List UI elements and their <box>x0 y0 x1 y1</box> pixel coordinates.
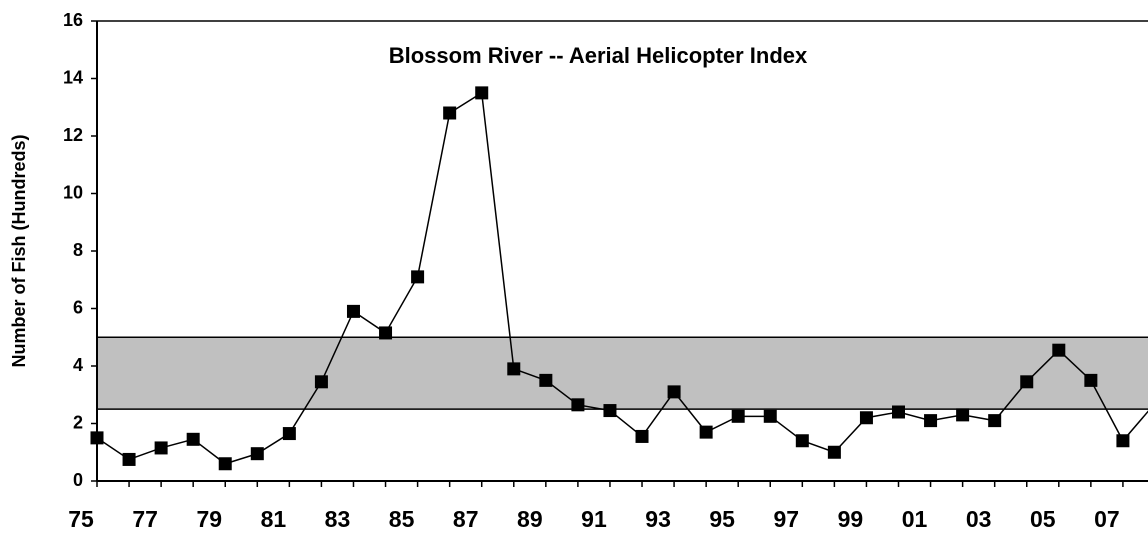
data-point <box>795 434 809 448</box>
data-point <box>827 445 841 459</box>
data-point <box>314 375 328 389</box>
data-point <box>282 427 296 441</box>
data-point <box>667 385 681 399</box>
data-point <box>988 414 1002 428</box>
x-tick-label: 01 <box>902 506 928 532</box>
x-tick-label: 77 <box>132 506 158 532</box>
data-line <box>96 91 1148 465</box>
data-point <box>731 409 745 423</box>
data-point <box>1084 373 1098 387</box>
x-tick-label: 99 <box>838 506 864 532</box>
data-point <box>411 270 425 284</box>
x-tick-label: 89 <box>517 506 543 532</box>
data-point <box>859 411 873 425</box>
x-tick-label: 95 <box>709 506 735 532</box>
y-tick-label: 10 <box>63 182 83 202</box>
data-point <box>539 373 553 387</box>
data-point <box>186 432 200 446</box>
data-point <box>699 425 713 439</box>
y-tick-label: 4 <box>73 355 83 375</box>
y-tick-label: 0 <box>73 470 83 490</box>
data-point <box>1020 375 1034 389</box>
x-tick-label: 85 <box>389 506 415 532</box>
data-point <box>154 441 168 455</box>
x-tick-label: 05 <box>1030 506 1056 532</box>
data-point <box>763 409 777 423</box>
data-point <box>218 457 232 471</box>
x-tick-label: 03 <box>966 506 992 532</box>
data-point <box>603 404 617 418</box>
data-point <box>346 304 360 318</box>
y-axis-title: Number of Fish (Hundreds) <box>9 134 29 367</box>
y-tick-label: 12 <box>63 125 83 145</box>
data-point <box>379 326 393 340</box>
y-tick-label: 2 <box>73 412 83 432</box>
x-tick-label: 81 <box>261 506 287 532</box>
data-point <box>571 398 585 412</box>
data-point <box>250 447 264 461</box>
data-point <box>122 452 136 466</box>
x-tick-label: 91 <box>581 506 607 532</box>
x-tick-label: 79 <box>196 506 222 532</box>
y-tick-label: 8 <box>73 240 83 260</box>
y-tick-label: 6 <box>73 297 83 317</box>
data-point <box>475 86 489 100</box>
x-tick-label: 87 <box>453 506 479 532</box>
plot-area: 0 2 4 6 8 10 12 14 16 75 77 79 81 83 85 87 89 91 93 95 97 99 0… <box>63 10 1148 532</box>
reference-band <box>96 336 1148 410</box>
data-point <box>90 431 104 445</box>
data-point <box>443 106 457 120</box>
data-point <box>1116 434 1130 448</box>
data-point <box>1052 343 1066 357</box>
x-tick-label: 07 <box>1094 506 1120 532</box>
data-point <box>956 408 970 422</box>
x-tick-label: 97 <box>774 506 800 532</box>
x-tick-label: 83 <box>325 506 351 532</box>
y-tick-label: 14 <box>63 67 83 87</box>
data-point <box>635 429 649 443</box>
y-tick-label: 16 <box>63 10 83 30</box>
data-point <box>924 414 938 428</box>
chart-title: Blossom River -- Aerial Helicopter Index <box>389 43 808 68</box>
data-point <box>507 362 521 376</box>
x-tick-label: 75 <box>68 506 94 532</box>
data-point <box>892 405 905 419</box>
x-tick-label: 93 <box>645 506 671 532</box>
